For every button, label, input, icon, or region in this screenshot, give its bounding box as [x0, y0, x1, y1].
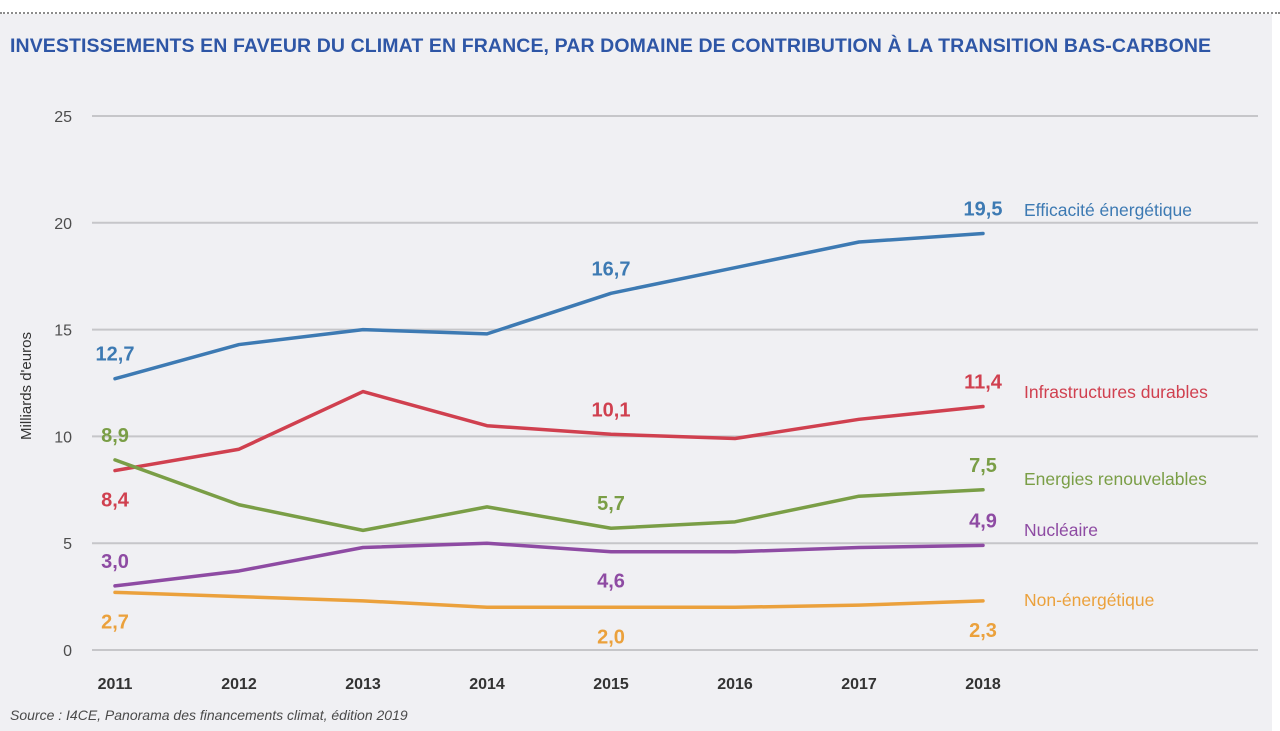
y-axis-ticks: 0 5 10 15 20 25	[54, 109, 72, 660]
y-tick-label: 25	[54, 109, 72, 126]
data-label-nucleaire: 3,0	[101, 551, 129, 573]
legend-label-energies-renouvelables: Energies renouvelables	[1024, 469, 1207, 489]
x-tick-label: 2016	[717, 676, 753, 693]
data-label-non-energetique: 2,3	[969, 620, 997, 642]
data-labels: 12,7 16,7 19,5 8,4 10,1 11,4 8,9 5,7 7,5 3,0 4,6 4,…	[96, 198, 1003, 648]
y-axis-label: Milliards d'euros	[18, 332, 35, 440]
gridlines	[92, 115, 1258, 651]
data-label-efficacite-energetique: 19,5	[964, 198, 1003, 220]
x-tick-label: 2012	[221, 676, 257, 693]
data-label-non-energetique: 2,0	[597, 626, 625, 648]
source-note: Source : I4CE, Panorama des financements…	[10, 707, 408, 723]
y-tick-label: 5	[63, 536, 72, 553]
data-label-energies-renouvelables: 5,7	[597, 493, 625, 515]
legend-label-efficacite-energetique: Efficacité énergétique	[1024, 200, 1192, 220]
data-label-efficacite-energetique: 12,7	[96, 344, 135, 366]
y-tick-label: 10	[54, 429, 72, 446]
legend-label-infrastructures-durables: Infrastructures durables	[1024, 382, 1208, 402]
data-label-infrastructures-durables: 8,4	[101, 490, 130, 512]
series-line-energies-renouvelables	[113, 458, 985, 533]
x-tick-label: 2015	[593, 676, 629, 693]
data-label-nucleaire: 4,6	[597, 571, 625, 593]
data-label-nucleaire: 4,9	[969, 510, 997, 532]
x-tick-label: 2017	[841, 676, 877, 693]
series-line-efficacite-energetique	[113, 231, 985, 381]
x-tick-label: 2018	[965, 676, 1001, 693]
x-tick-label: 2013	[345, 676, 381, 693]
data-label-energies-renouvelables: 7,5	[969, 455, 997, 477]
data-label-energies-renouvelables: 8,9	[101, 425, 129, 447]
legend-label-non-energetique: Non-énergétique	[1024, 590, 1154, 610]
chart-title: INVESTISSEMENTS EN FAVEUR DU CLIMAT EN F…	[10, 35, 1212, 57]
x-tick-label: 2011	[98, 676, 133, 693]
y-tick-label: 15	[54, 323, 72, 340]
legend-label-nucleaire: Nucléaire	[1024, 520, 1098, 540]
series-lines	[113, 231, 985, 610]
y-tick-label: 20	[54, 216, 72, 233]
dotted-separator	[0, 0, 1280, 14]
y-tick-label: 0	[63, 643, 72, 660]
series-labels: Efficacité énergétique Infrastructures du…	[1024, 200, 1208, 610]
data-label-infrastructures-durables: 10,1	[592, 399, 631, 421]
data-label-infrastructures-durables: 11,4	[964, 371, 1003, 393]
x-axis-ticks: 2011 2012 2013 2014 2015 2016 2017 2018	[98, 676, 1001, 693]
series-line-non-energetique	[113, 590, 985, 610]
chart-panel	[0, 14, 1272, 731]
x-tick-label: 2014	[469, 676, 505, 693]
series-line-infrastructures-durables	[113, 389, 985, 473]
data-label-non-energetique: 2,7	[101, 611, 129, 633]
data-label-efficacite-energetique: 16,7	[592, 258, 631, 280]
series-line-nucleaire	[113, 541, 985, 588]
